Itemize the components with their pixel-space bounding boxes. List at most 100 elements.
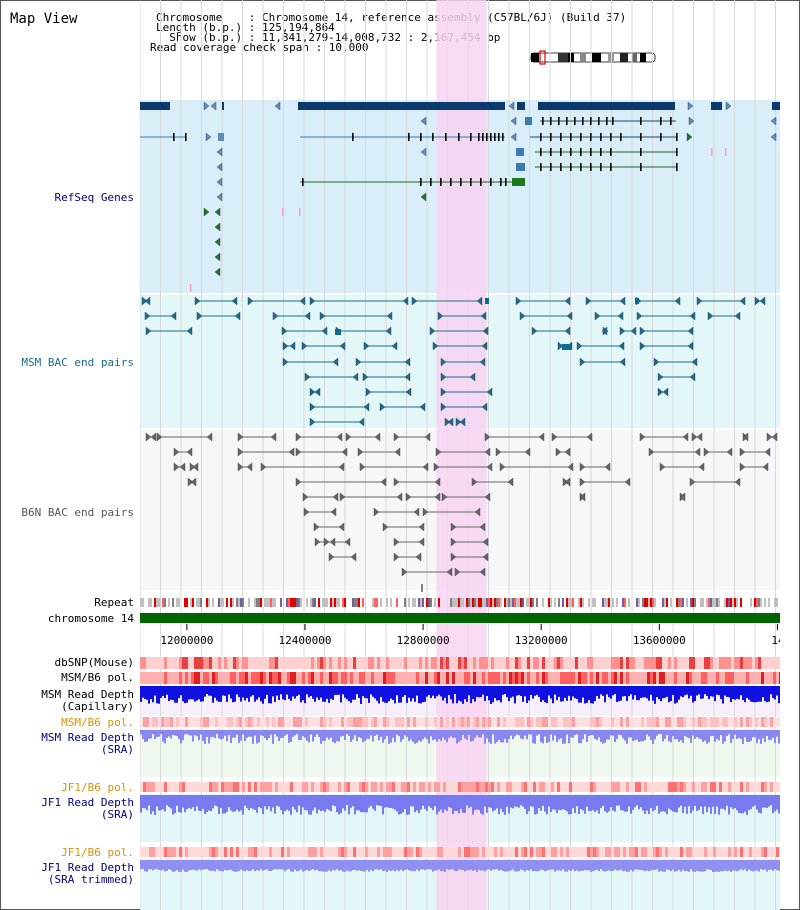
msm-depth-cap-bar bbox=[508, 686, 510, 702]
jf1-depth-sra-bar bbox=[568, 795, 570, 815]
jf1-b6-pol-cell bbox=[155, 782, 158, 792]
jf1-b6-pol-2-cell bbox=[302, 847, 305, 857]
repeat-element bbox=[650, 598, 652, 607]
chromosome-bar-rect bbox=[140, 613, 780, 623]
msm-b6-pol-cell bbox=[536, 672, 539, 684]
repeat-element bbox=[450, 598, 452, 607]
jf1-depth-sra-bar bbox=[598, 795, 600, 814]
jf1-depth-trim-bar bbox=[616, 860, 618, 871]
track-label-repeat[interactable]: Repeat bbox=[94, 596, 134, 609]
jf1-b6-pol-2-cell bbox=[392, 847, 395, 857]
msm-depth-cap-bar bbox=[574, 686, 576, 699]
msm-depth-cap-bar bbox=[532, 686, 534, 699]
highlight-region[interactable] bbox=[436, 0, 487, 910]
track-label-msm-b6-pol-1[interactable]: MSM/B6 pol. bbox=[61, 671, 134, 684]
msm-b6-pol-cell bbox=[701, 672, 704, 684]
dbsnp-cell bbox=[371, 657, 374, 669]
msm-depth-sra-bar bbox=[516, 730, 518, 735]
refseq-gene-exon bbox=[660, 133, 662, 141]
jf1-depth-trim-bar bbox=[534, 860, 536, 871]
track-label-jf1-b6-pol-2[interactable]: JF1/B6 pol. bbox=[61, 846, 134, 859]
msm-depth-cap-bar bbox=[540, 686, 542, 702]
track-label-jf1-b6-pol-1[interactable]: JF1/B6 pol. bbox=[61, 781, 134, 794]
msm-depth-sra-bar bbox=[188, 730, 190, 736]
msm-depth-cap-bar bbox=[492, 686, 494, 703]
b6n-bac-pair-end bbox=[659, 462, 666, 472]
jf1-b6-pol-cell bbox=[251, 782, 254, 792]
jf1-depth-sra-bar bbox=[420, 795, 422, 810]
jf1-b6-pol-2-cell bbox=[755, 847, 758, 857]
msm-bac-pair-end bbox=[194, 296, 201, 306]
msm-b6-pol-cell bbox=[521, 672, 524, 684]
jf1-b6-pol-cell bbox=[635, 782, 638, 792]
msm-depth-cap-bar bbox=[610, 686, 612, 699]
dbsnp-cell bbox=[575, 657, 578, 669]
repeat-element bbox=[732, 598, 734, 607]
msm-b6-pol-2-cell bbox=[716, 717, 719, 727]
b6n-bac-pair-end bbox=[338, 522, 345, 532]
msm-depth-sra-bar bbox=[590, 730, 592, 736]
msm-b6-pol-cell bbox=[179, 672, 182, 684]
track-label-refseq[interactable]: RefSeq Genes bbox=[54, 191, 134, 204]
jf1-b6-pol-cell bbox=[242, 782, 245, 792]
genome-view[interactable]: 12000000 12400000 12800000 13200000 13600000… bbox=[140, 0, 780, 910]
chromosome-bar[interactable] bbox=[140, 613, 780, 623]
jf1-depth-trim-bar bbox=[764, 860, 766, 870]
track-label-dbsnp[interactable]: dbSNP(Mouse) bbox=[54, 656, 134, 669]
jf1-b6-pol-2-cell bbox=[497, 847, 500, 857]
track-label-jf1-read-depth-trim[interactable]: JF1 Read Depth bbox=[41, 861, 134, 874]
chromosome-ideogram[interactable] bbox=[528, 50, 658, 66]
msm-b6-pol-cell bbox=[218, 672, 221, 684]
jf1-depth-sra-bar bbox=[776, 795, 778, 810]
dbsnp-cell bbox=[539, 657, 542, 669]
refseq-gene-exon bbox=[560, 163, 562, 171]
msm-b6-pol-2-cell bbox=[497, 717, 500, 727]
msm-depth-cap-bar bbox=[752, 686, 754, 703]
msm-depth-sra-bar bbox=[438, 730, 440, 739]
msm-b6-pol-cell bbox=[437, 672, 440, 684]
b6n-bac-track[interactable] bbox=[145, 432, 778, 592]
track-label-msm-read-depth-sra[interactable]: MSM Read Depth bbox=[41, 731, 134, 744]
msm-b6-pol-2-cell bbox=[659, 717, 662, 727]
track-label-msm-b6-pol-2[interactable]: MSM/B6 pol. bbox=[61, 716, 134, 729]
msm-bac-pair-end bbox=[689, 311, 696, 321]
snp-heat-tracks[interactable] bbox=[140, 657, 780, 857]
track-label-chromosome[interactable]: chromosome 14 bbox=[47, 612, 134, 625]
msm-bac-track[interactable] bbox=[141, 296, 766, 427]
msm-depth-cap-bar bbox=[542, 686, 544, 701]
track-label-msm-bac[interactable]: MSM BAC end pairs bbox=[21, 356, 134, 369]
repeat-track[interactable] bbox=[140, 598, 778, 607]
msm-b6-pol-2-cell bbox=[560, 717, 563, 727]
refseq-genes-track[interactable] bbox=[140, 101, 780, 292]
read-depth-tracks[interactable] bbox=[140, 686, 780, 872]
msm-b6-pol-2-cell bbox=[362, 717, 365, 727]
dbsnp-cell bbox=[743, 657, 746, 669]
jf1-depth-trim-bar bbox=[344, 860, 346, 872]
track-label-b6n-bac[interactable]: B6N BAC end pairs bbox=[21, 506, 134, 519]
jf1-b6-pol-2-cell bbox=[701, 847, 704, 857]
msm-b6-pol-cell bbox=[323, 672, 326, 684]
msm-bac-pair-end bbox=[281, 326, 288, 336]
b6n-bac-pair-end bbox=[270, 432, 277, 442]
repeat-element bbox=[750, 598, 752, 607]
jf1-b6-pol-cell bbox=[566, 782, 569, 792]
jf1-depth-sra-bar bbox=[462, 795, 464, 813]
jf1-depth-sra-bar bbox=[728, 795, 730, 815]
msm-b6-pol-cell bbox=[458, 672, 461, 684]
dbsnp-cell bbox=[449, 657, 452, 669]
b6n-bac-pair-end bbox=[689, 477, 696, 487]
repeat-element bbox=[338, 598, 340, 607]
jf1-depth-trim-bar bbox=[620, 860, 622, 870]
msm-bac-pair-end bbox=[365, 387, 372, 397]
track-label-msm-read-depth-cap[interactable]: MSM Read Depth bbox=[41, 688, 134, 701]
msm-b6-pol-2-cell bbox=[557, 717, 560, 727]
jf1-b6-pol-2-cell bbox=[740, 847, 743, 857]
msm-bac-pair-end bbox=[437, 311, 444, 321]
jf1-b6-pol-cell bbox=[773, 782, 776, 792]
jf1-depth-sra-bar bbox=[578, 795, 580, 815]
msm-b6-pol-2-cell bbox=[536, 717, 539, 727]
refseq-gene-exon bbox=[352, 133, 354, 141]
track-label-jf1-read-depth-sra[interactable]: JF1 Read Depth bbox=[41, 796, 134, 809]
jf1-b6-pol-cell bbox=[437, 782, 440, 792]
jf1-b6-pol-2-cell bbox=[611, 847, 614, 857]
